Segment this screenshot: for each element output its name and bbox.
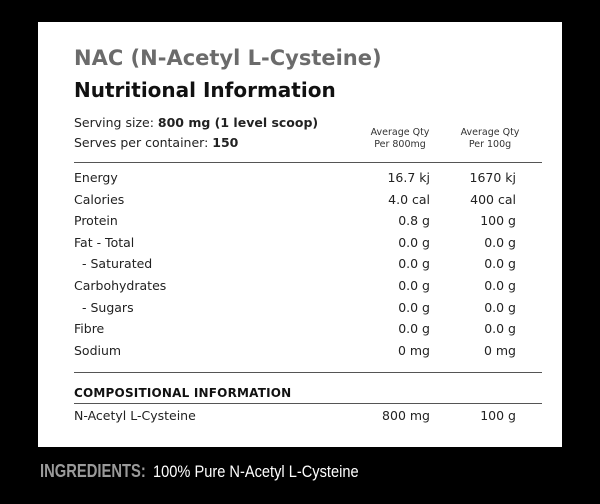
label: Serving size: xyxy=(74,115,154,130)
value-per-100g: 400 cal xyxy=(470,191,516,207)
row-label: - Saturated xyxy=(82,256,153,272)
value-per-100g: 100 g xyxy=(480,213,516,229)
value: 150 xyxy=(212,135,239,150)
row-label: Sodium xyxy=(74,342,122,358)
row-label: N-Acetyl L-Cysteine xyxy=(74,408,196,423)
value-per-100g: 0.0 g xyxy=(484,299,516,315)
ingredients-label: INGREDIENTS: xyxy=(40,461,146,481)
value-per-serving: 0.0 g xyxy=(398,278,430,293)
row-label: Fat - Total xyxy=(74,234,135,250)
row-label: Protein xyxy=(74,213,118,229)
value-per-serving: 0.0 g xyxy=(398,256,430,272)
value-per-serving: 0 mg xyxy=(397,342,430,358)
row-label: Calories xyxy=(74,191,125,207)
value-per-100g: 0.0 g xyxy=(484,321,516,337)
line: Average Qty xyxy=(370,127,430,138)
value-per-100g: 1670 kj xyxy=(469,170,517,185)
label: Serves per container: xyxy=(74,135,209,150)
value-per-100g: 100 g xyxy=(480,408,516,423)
divider xyxy=(74,372,542,373)
serves-per-container: Serves per container: 150 xyxy=(74,135,238,150)
row-label: Carbohydrates xyxy=(74,278,167,293)
value-per-serving: 0.0 g xyxy=(398,234,430,250)
line: Average Qty xyxy=(460,127,520,138)
value: 800 mg (1 level scoop) xyxy=(157,115,319,130)
column-header: Average Qty Per 800mg xyxy=(355,127,445,151)
value-per-100g: 0 mg xyxy=(483,342,516,358)
value-per-100g: 0.0 g xyxy=(484,234,516,250)
product-name: NAC (N-Acetyl L-Cysteine) xyxy=(74,46,382,70)
line: Per 100g xyxy=(468,139,512,150)
row-label: Fibre xyxy=(74,321,105,337)
serving-size: Serving size: 800 mg (1 level scoop) xyxy=(74,115,318,130)
value-per-100g: 0.0 g xyxy=(484,278,516,293)
value-per-serving: 16.7 kj xyxy=(387,170,430,185)
row-label: Energy xyxy=(74,170,118,185)
value-per-100g: 0.0 g xyxy=(484,256,516,272)
label-panel: NAC (N-Acetyl L-Cysteine) Nutritional In… xyxy=(38,22,562,447)
value-per-serving: 4.0 cal xyxy=(388,191,430,207)
ingredients-text: 100% Pure N-Acetyl L-Cysteine xyxy=(153,462,359,481)
column-header: Average Qty Per 100g xyxy=(445,127,535,151)
divider xyxy=(74,162,542,163)
section-heading: COMPOSITIONAL INFORMATION xyxy=(74,386,292,400)
title: Nutritional Information xyxy=(74,78,336,102)
value-per-serving: 800 mg xyxy=(382,408,430,423)
divider xyxy=(74,403,542,404)
value-per-serving: 0.0 g xyxy=(398,321,430,337)
value-per-serving: 0.8 g xyxy=(398,213,430,229)
line: Per 800mg xyxy=(374,139,426,150)
row-label: - Sugars xyxy=(82,299,134,315)
value-per-serving: 0.0 g xyxy=(398,299,430,315)
